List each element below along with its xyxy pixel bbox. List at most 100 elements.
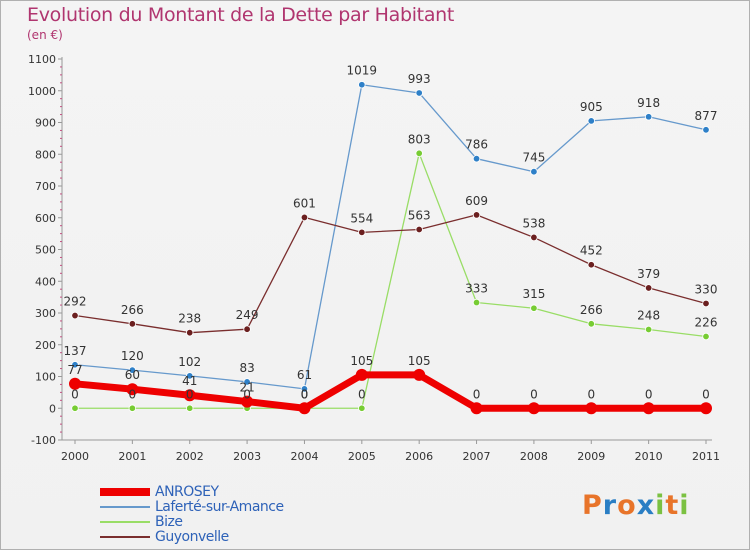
data-label-1: 786 — [465, 138, 488, 152]
data-label-0: 21 — [239, 381, 254, 395]
data-point-3 — [472, 211, 481, 219]
legend: ANROSEY Laferté-sur-Amance Bize Guyonvel… — [100, 483, 284, 545]
data-label-3: 292 — [64, 295, 87, 309]
data-point-2 — [186, 404, 194, 412]
data-label-2: 0 — [186, 387, 194, 401]
data-label-0: 0 — [473, 387, 481, 401]
data-label-2: 266 — [580, 303, 603, 317]
chart-subtitle: (en €) — [27, 28, 63, 42]
x-tick-label: 2004 — [290, 450, 318, 463]
legend-label-anrosey: ANROSEY — [155, 483, 219, 500]
data-point-2 — [358, 404, 366, 412]
data-point-2 — [530, 304, 538, 312]
data-point-0 — [355, 368, 368, 381]
proxiti-letter: r — [602, 490, 618, 521]
x-tick-label: 2003 — [233, 450, 261, 463]
legend-item-laferte: Laferté-sur-Amance — [100, 499, 284, 515]
data-point-2 — [472, 298, 481, 307]
data-label-3: 330 — [695, 282, 718, 296]
data-label-3: 452 — [580, 244, 603, 258]
legend-label-guyonvelle: Guyonvelle — [155, 528, 229, 545]
data-label-1: 745 — [522, 151, 545, 165]
data-point-0 — [183, 389, 196, 402]
data-label-1: 120 — [121, 349, 144, 363]
x-tick-label: 2008 — [520, 450, 548, 463]
data-label-0: 60 — [125, 368, 140, 382]
data-label-3: 554 — [350, 211, 373, 225]
data-label-3: 601 — [293, 196, 316, 210]
data-label-1: 83 — [239, 361, 254, 375]
proxiti-letter: t — [665, 490, 680, 521]
data-label-0: 0 — [530, 387, 538, 401]
data-point-2 — [415, 149, 423, 157]
data-label-1: 1019 — [347, 64, 378, 78]
data-label-2: 333 — [465, 282, 488, 296]
data-label-2: 803 — [408, 132, 431, 146]
y-tick-label: 100 — [35, 371, 56, 384]
data-point-0 — [413, 368, 426, 381]
data-point-2 — [702, 332, 710, 341]
data-point-0 — [585, 402, 598, 415]
data-label-2: 226 — [695, 315, 718, 329]
data-label-2: 0 — [301, 387, 309, 401]
legend-item-guyonvelle: Guyonvelle — [100, 528, 284, 545]
x-tick-label: 2006 — [405, 450, 433, 463]
x-tick-label: 2001 — [118, 450, 146, 463]
proxiti-letter: P — [582, 490, 603, 521]
data-point-3 — [300, 213, 309, 222]
data-label-0: 41 — [182, 374, 197, 388]
data-point-3 — [186, 328, 194, 337]
data-point-1 — [587, 117, 595, 125]
y-tick-label: -100 — [31, 434, 56, 447]
y-tick-label: 900 — [35, 117, 56, 130]
series-line-0 — [71, 371, 710, 412]
x-tick-label: 2011 — [692, 450, 720, 463]
legend-swatch-laferte — [100, 505, 150, 508]
data-point-1 — [186, 372, 194, 380]
data-point-1 — [644, 113, 653, 121]
y-tick-label: 500 — [35, 244, 56, 257]
y-tick-label: 400 — [35, 275, 56, 288]
data-label-1: 918 — [637, 96, 660, 110]
data-point-3 — [415, 225, 423, 234]
data-label-0: 0 — [587, 387, 595, 401]
data-label-2: 315 — [522, 287, 545, 301]
x-tick-label: 2007 — [463, 450, 491, 463]
y-tick-label: 1000 — [28, 85, 56, 98]
data-point-1 — [702, 126, 710, 134]
data-label-3: 379 — [637, 267, 660, 281]
data-label-1: 905 — [580, 100, 603, 114]
data-point-1 — [530, 168, 538, 176]
data-label-3: 538 — [522, 216, 545, 230]
data-label-3: 266 — [121, 303, 144, 317]
x-tick-label: 2009 — [577, 450, 605, 463]
y-tick-label: 200 — [35, 339, 56, 352]
data-point-3 — [530, 233, 538, 242]
data-point-2 — [644, 325, 653, 334]
legend-item-anrosey: ANROSEY — [100, 483, 284, 500]
data-point-2 — [587, 320, 595, 328]
data-point-0 — [527, 402, 540, 415]
y-tick-label: 0 — [49, 402, 56, 415]
data-label-2: 0 — [71, 387, 79, 401]
legend-swatch-anrosey — [100, 487, 150, 496]
data-point-3 — [128, 320, 137, 328]
y-tick-label: 800 — [35, 148, 56, 161]
data-point-0 — [69, 377, 81, 390]
data-point-1 — [128, 366, 137, 374]
data-label-1: 877 — [695, 109, 718, 123]
proxiti-letter: i — [679, 490, 690, 521]
data-point-3 — [243, 325, 251, 333]
data-label-0: 0 — [301, 387, 309, 401]
x-tick-label: 2000 — [61, 450, 89, 463]
legend-item-bize: Bize — [100, 514, 284, 530]
data-label-1: 61 — [297, 368, 312, 382]
y-tick-label: 600 — [35, 212, 56, 225]
data-label-2: 0 — [358, 387, 366, 401]
data-point-3 — [587, 261, 595, 269]
x-tick-label: 2005 — [348, 450, 376, 463]
data-label-0: 105 — [350, 354, 373, 368]
proxiti-letter: x — [636, 490, 656, 521]
data-point-3 — [71, 311, 79, 320]
